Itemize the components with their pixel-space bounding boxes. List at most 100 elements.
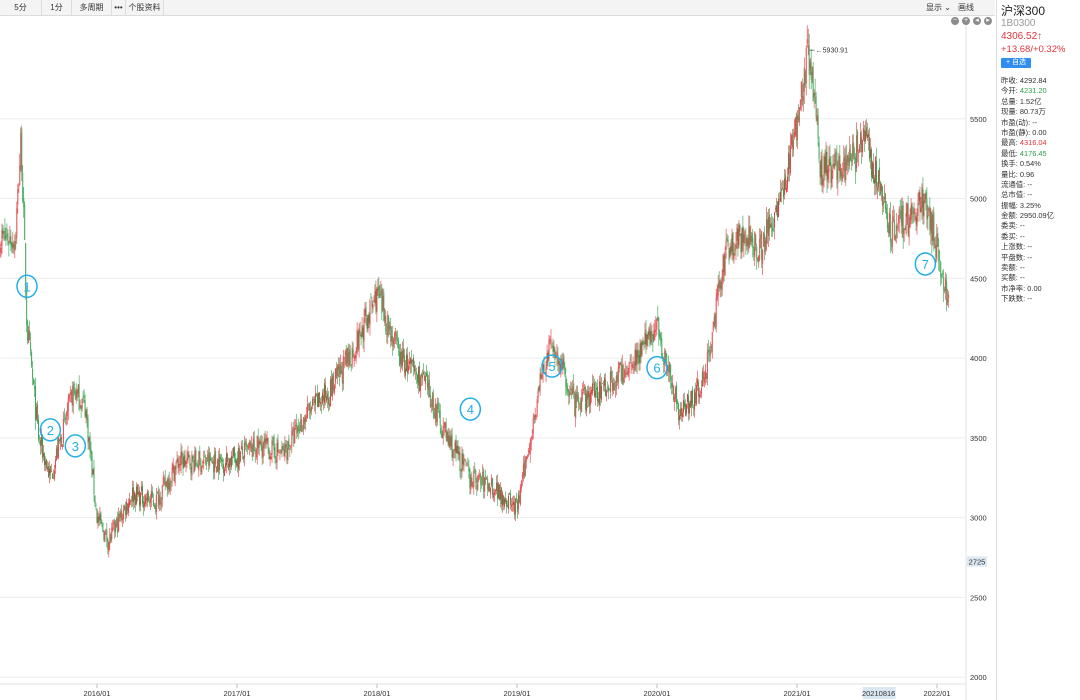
candle-body <box>769 214 771 230</box>
candle-body <box>153 504 155 507</box>
candle-body <box>388 317 390 331</box>
draw-line-button[interactable]: 画线 <box>958 3 974 12</box>
candle-body <box>599 381 600 405</box>
candle-body <box>180 451 182 466</box>
candle-body <box>825 151 827 173</box>
crosshair-x-box <box>862 687 896 699</box>
candle-body <box>558 360 560 365</box>
y-tick-label: 3000 <box>970 514 987 523</box>
candle-body <box>576 391 578 402</box>
candle-body <box>920 207 922 213</box>
y-tick-label: 4500 <box>970 274 987 283</box>
price-chart[interactable]: 2000 2500 3000 3500 4000 4500 5000 5500 2016/01 2… <box>0 17 994 700</box>
candle-body <box>12 243 14 248</box>
candle-body <box>572 386 574 394</box>
stock-info-button[interactable]: 个股资料 <box>126 0 164 16</box>
candle-body <box>77 385 79 394</box>
candle-body <box>228 463 229 470</box>
add-watchlist-button[interactable]: + 自选 <box>1001 58 1031 68</box>
candle-body <box>914 212 916 213</box>
candle-body <box>253 439 255 451</box>
candle-body <box>450 436 452 447</box>
period-5min-button[interactable]: 5分 <box>0 0 42 16</box>
candle-body <box>618 363 620 369</box>
scroll-left-icon[interactable]: ◂ <box>973 17 981 25</box>
candle-body <box>620 362 622 381</box>
phase-marker-circle[interactable] <box>541 354 563 378</box>
candle-body <box>383 292 385 322</box>
candle-body <box>569 392 571 396</box>
candle-body <box>165 481 167 486</box>
candle-body <box>143 502 145 507</box>
candle-body <box>833 163 835 169</box>
candle-body <box>477 475 479 490</box>
display-menu-button[interactable]: 显示 ⌄ <box>926 0 951 16</box>
stat-value: 0.00 <box>1027 283 1042 293</box>
more-icon[interactable]: ••• <box>112 0 126 16</box>
candle-body <box>296 422 298 434</box>
candle-body <box>44 453 45 466</box>
stat-label: 市净率: <box>1001 283 1028 293</box>
candle-body <box>87 418 89 443</box>
zoom-in-icon[interactable]: + <box>962 17 970 25</box>
zoom-out-icon[interactable]: − <box>951 17 959 25</box>
candle-body <box>907 203 909 234</box>
phase-marker-circle[interactable] <box>914 252 937 276</box>
phase-marker-circle[interactable] <box>39 418 62 442</box>
candle-body <box>343 357 345 359</box>
candle-body <box>9 236 11 244</box>
candle-body <box>100 512 102 524</box>
candle-body <box>876 160 877 187</box>
candle-body <box>591 390 593 394</box>
candle-body <box>292 428 294 432</box>
candle-body <box>511 503 513 505</box>
candle-body <box>844 155 846 180</box>
candle-body <box>589 393 591 407</box>
candle-body <box>607 387 609 392</box>
candle-body <box>82 396 84 398</box>
candle-body <box>717 285 719 296</box>
stat-row: 最高: 4316.04 <box>1001 138 1080 148</box>
candle-body <box>70 391 72 395</box>
candle-body <box>339 363 341 375</box>
multi-period-button[interactable]: 多周期 <box>72 0 112 16</box>
candle-body <box>140 492 141 506</box>
candle-body <box>418 366 420 391</box>
candle-body <box>49 468 50 476</box>
candle-body <box>112 525 114 527</box>
candle-body <box>758 256 760 263</box>
candle-body <box>301 419 303 433</box>
stat-row: 委买: -- <box>1001 232 1080 242</box>
candle-body <box>356 329 358 354</box>
stat-row: 平盘数: -- <box>1001 253 1080 263</box>
phase-marker-circle[interactable] <box>646 355 668 380</box>
candle-body <box>442 426 444 438</box>
candle-body <box>827 169 829 180</box>
candle-body <box>289 448 291 451</box>
candle-body <box>287 441 289 461</box>
phase-marker-circle[interactable] <box>16 274 38 299</box>
candle-body <box>634 349 636 371</box>
candle-body <box>718 282 720 288</box>
candle-body <box>341 370 343 383</box>
candle-body <box>307 404 309 418</box>
phase-marker-circle[interactable] <box>64 434 87 458</box>
candle-body <box>37 404 39 422</box>
candle-body <box>420 374 422 377</box>
stat-label: 总市值: <box>1001 190 1028 200</box>
period-1min-button[interactable]: 1分 <box>42 0 72 16</box>
scroll-right-icon[interactable]: ▸ <box>984 17 992 25</box>
stat-value: 4176.45 <box>1019 148 1047 158</box>
candle-body <box>63 415 65 417</box>
candle-body <box>811 71 813 76</box>
candle-body <box>472 485 474 488</box>
candle-body <box>601 383 603 384</box>
candle-body <box>940 261 942 278</box>
candle-body <box>931 213 933 242</box>
candle-body <box>527 454 529 456</box>
phase-marker-circle[interactable] <box>459 397 482 421</box>
candle-body <box>854 156 856 160</box>
candle-body <box>413 357 414 368</box>
crosshair-y-box <box>967 556 987 567</box>
